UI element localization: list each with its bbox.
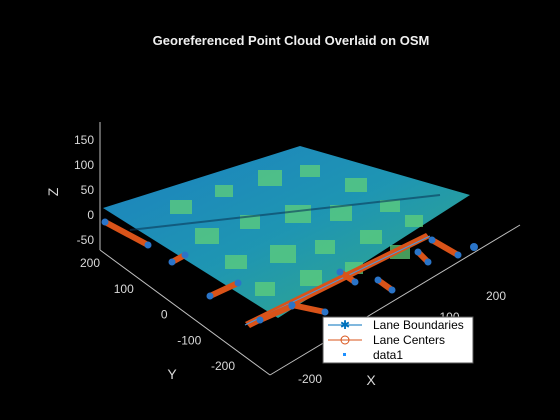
lane-end-marker <box>101 218 109 226</box>
lane-end-marker <box>321 308 329 316</box>
lane-end-marker <box>374 276 382 284</box>
lane-end-marker <box>428 236 436 244</box>
building-block <box>215 185 233 197</box>
building-block <box>315 240 335 254</box>
road-segment <box>207 280 241 299</box>
legend-entry-lane-centers: Lane Centers <box>373 333 445 347</box>
building-block <box>225 255 247 269</box>
building-block <box>360 230 382 244</box>
building-block <box>345 178 367 192</box>
x-tick-label: 200 <box>486 289 506 303</box>
lane-end-marker <box>181 251 189 259</box>
building-block <box>270 245 296 263</box>
z-tick-label: 50 <box>81 183 95 197</box>
x-axis-label: X <box>366 372 376 388</box>
lane-end-marker <box>470 243 478 251</box>
y-axis-line <box>99 249 271 376</box>
data1-point-cloud <box>103 146 470 318</box>
lane-end-marker <box>388 286 396 294</box>
y-tick-label: 200 <box>80 256 100 270</box>
legend-entry-data1: data1 <box>373 348 403 362</box>
building-block <box>405 215 423 227</box>
building-block <box>300 165 320 177</box>
z-axis-label: Z <box>45 187 61 196</box>
building-block <box>195 228 219 244</box>
chart-title: Georeferenced Point Cloud Overlaid on OS… <box>153 33 430 48</box>
lane-end-marker <box>414 248 422 256</box>
y-tick-label: 100 <box>114 282 134 296</box>
point-marker-icon <box>343 353 346 356</box>
lane-end-marker <box>256 316 264 324</box>
z-axis-ticks: -50 0 50 100 150 <box>74 133 94 247</box>
lane-end-marker <box>336 268 344 276</box>
y-axis-ticks: 200 100 0 -100 -200 <box>80 256 235 373</box>
cloud-gap <box>129 194 441 231</box>
lane-end-marker <box>234 279 242 287</box>
road-segment <box>257 303 295 323</box>
road-segment <box>102 219 151 248</box>
lane-end-marker <box>168 258 176 266</box>
y-tick-label: -200 <box>211 359 235 373</box>
x-axis-line <box>269 224 521 376</box>
building-block <box>285 205 311 223</box>
building-block <box>258 170 282 186</box>
cloud-surface <box>103 146 470 318</box>
road-segment <box>429 237 461 258</box>
y-axis-label: Y <box>167 366 177 382</box>
z-tick-label: -50 <box>77 233 95 247</box>
building-block <box>255 282 275 296</box>
building-block <box>240 215 260 229</box>
building-block <box>330 205 352 221</box>
axes-frame <box>99 122 521 376</box>
legend[interactable]: ✱ Lane Boundaries Lane Centers data1 <box>322 316 474 364</box>
y-tick-label: -100 <box>177 333 201 347</box>
lane-end-marker <box>424 258 432 266</box>
lane-end-marker <box>288 301 296 309</box>
building-block <box>300 270 322 286</box>
lane-end-marker <box>454 251 462 259</box>
legend-entry-lane-boundaries: Lane Boundaries <box>373 318 464 332</box>
z-tick-label: 150 <box>74 133 94 147</box>
circle-marker-icon <box>340 335 350 345</box>
lane-end-marker <box>206 292 214 300</box>
y-tick-label: 0 <box>161 308 168 322</box>
building-block <box>380 200 400 212</box>
x-tick-label: -200 <box>298 372 322 386</box>
lane-markers <box>101 218 478 328</box>
asterisk-icon: ✱ <box>340 318 350 332</box>
road-segment <box>289 302 328 315</box>
z-tick-label: 100 <box>74 158 94 172</box>
building-block <box>170 200 192 214</box>
lane-end-marker <box>351 278 359 286</box>
lane-end-marker <box>144 241 152 249</box>
z-tick-label: 0 <box>87 208 94 222</box>
